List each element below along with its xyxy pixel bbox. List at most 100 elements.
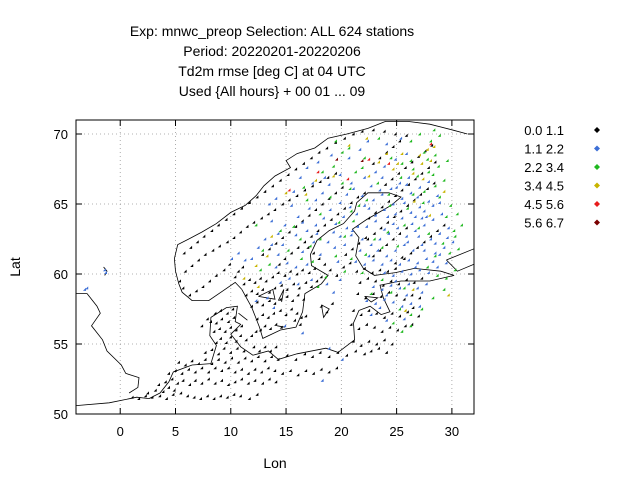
data-point-series-1	[201, 285, 205, 289]
data-point-series-3	[426, 231, 430, 235]
data-point-series-1	[244, 338, 248, 342]
data-point-series-1	[273, 301, 277, 305]
data-point-series-2	[283, 223, 287, 227]
data-point-series-1	[260, 313, 264, 317]
data-point-series-2	[351, 187, 355, 191]
data-point-series-3	[260, 248, 264, 252]
data-point-series-1	[220, 369, 224, 373]
data-point-series-2	[382, 271, 386, 275]
data-point-series-1	[264, 279, 268, 283]
data-point-series-3	[431, 173, 435, 177]
data-point-series-1	[295, 194, 299, 198]
data-point-series-1	[309, 156, 313, 160]
data-point-series-1	[393, 266, 397, 270]
data-point-series-3	[349, 209, 353, 213]
data-point-series-1	[426, 166, 430, 170]
coastline	[173, 121, 468, 301]
data-point-series-2	[437, 201, 441, 205]
data-point-series-1	[320, 202, 324, 206]
data-point-series-2	[417, 205, 421, 209]
data-point-series-1	[220, 378, 224, 382]
data-point-series-1	[301, 161, 305, 165]
data-point-series-1	[238, 334, 242, 338]
data-point-series-1	[249, 359, 253, 363]
data-point-series-3	[420, 307, 424, 311]
data-point-series-3	[363, 252, 367, 256]
data-point-series-2	[230, 257, 234, 261]
data-point-series-2	[265, 296, 269, 300]
data-point-series-2	[398, 286, 402, 290]
data-point-series-1	[227, 262, 231, 266]
data-point-series-1	[253, 367, 257, 371]
data-point-series-1	[319, 275, 323, 279]
data-point-series-2	[347, 156, 351, 160]
data-point-series-1	[253, 280, 257, 284]
data-point-series-2	[296, 282, 300, 286]
data-point-series-1	[225, 240, 229, 244]
data-point-series-1	[390, 342, 394, 346]
data-point-series-3	[432, 128, 436, 132]
data-point-series-1	[303, 240, 307, 244]
y-tick-label: 70	[54, 127, 68, 142]
data-point-series-1	[143, 394, 147, 398]
data-point-series-1	[180, 371, 184, 375]
data-point-series-2	[307, 206, 311, 210]
legend-label: 3.4 4.5	[524, 179, 564, 194]
legend: 0.0 1.1 1.1 2.2 2.2 3.4 3.4 4.5 4.5 5.6 5.6 6…	[524, 123, 600, 231]
data-point-series-2	[382, 164, 386, 168]
data-point-series-1	[363, 236, 367, 240]
data-point-series-1	[330, 301, 334, 305]
data-point-series-1	[396, 282, 400, 286]
plot-frame	[75, 119, 475, 415]
data-point-series-3	[459, 223, 463, 227]
data-point-series-1	[356, 195, 360, 199]
data-point-series-3	[436, 164, 440, 168]
data-point-series-1	[287, 230, 291, 234]
data-point-series-1	[385, 269, 389, 273]
data-point-series-2	[314, 223, 318, 227]
data-point-series-1	[403, 166, 407, 170]
data-point-series-2	[327, 182, 331, 186]
data-point-series-1	[212, 329, 216, 333]
data-point-series-3	[347, 146, 351, 150]
data-point-series-1	[409, 251, 413, 255]
data-point-series-5	[429, 142, 433, 146]
data-point-series-1	[311, 371, 315, 375]
data-point-series-3	[377, 136, 381, 140]
data-point-series-3	[348, 187, 352, 191]
data-point-series-1	[203, 252, 207, 256]
data-point-series-2	[384, 254, 388, 258]
data-point-series-2	[411, 248, 415, 252]
data-point-series-3	[349, 257, 353, 261]
data-point-series-2	[320, 191, 324, 195]
data-point-series-1	[303, 352, 307, 356]
data-point-series-2	[349, 233, 353, 237]
data-point-series-3	[391, 321, 395, 325]
data-point-series-2	[431, 203, 435, 207]
data-point-series-1	[304, 314, 308, 318]
data-point-series-1	[209, 320, 213, 324]
data-point-series-2	[415, 195, 419, 199]
data-point-series-2	[236, 251, 240, 255]
data-point-series-1	[342, 136, 346, 140]
data-point-series-1	[246, 381, 250, 385]
data-point-series-1	[242, 349, 246, 353]
data-point-series-2	[83, 287, 87, 291]
data-point-series-3	[415, 174, 419, 178]
data-point-series-3	[402, 223, 406, 227]
axis-ticks: 0 5 10 15 20 25 30 50 55 60 65 70	[54, 120, 474, 439]
data-point-series-2	[294, 233, 298, 237]
data-point-series-1	[285, 287, 289, 291]
data-point-series-6	[335, 157, 339, 161]
data-point-series-1	[318, 180, 322, 184]
data-point-series-1	[370, 271, 374, 275]
data-point-series-2	[433, 251, 437, 255]
data-point-series-1	[130, 395, 134, 399]
data-point-series-1	[336, 212, 340, 216]
data-point-series-2	[420, 216, 424, 220]
data-point-series-1	[413, 177, 417, 181]
title-line-3: Td2m rmse [deg C] at 04 UTC	[178, 63, 366, 79]
data-point-series-1	[239, 206, 243, 210]
data-point-series-3	[398, 307, 402, 311]
grid	[76, 120, 474, 415]
